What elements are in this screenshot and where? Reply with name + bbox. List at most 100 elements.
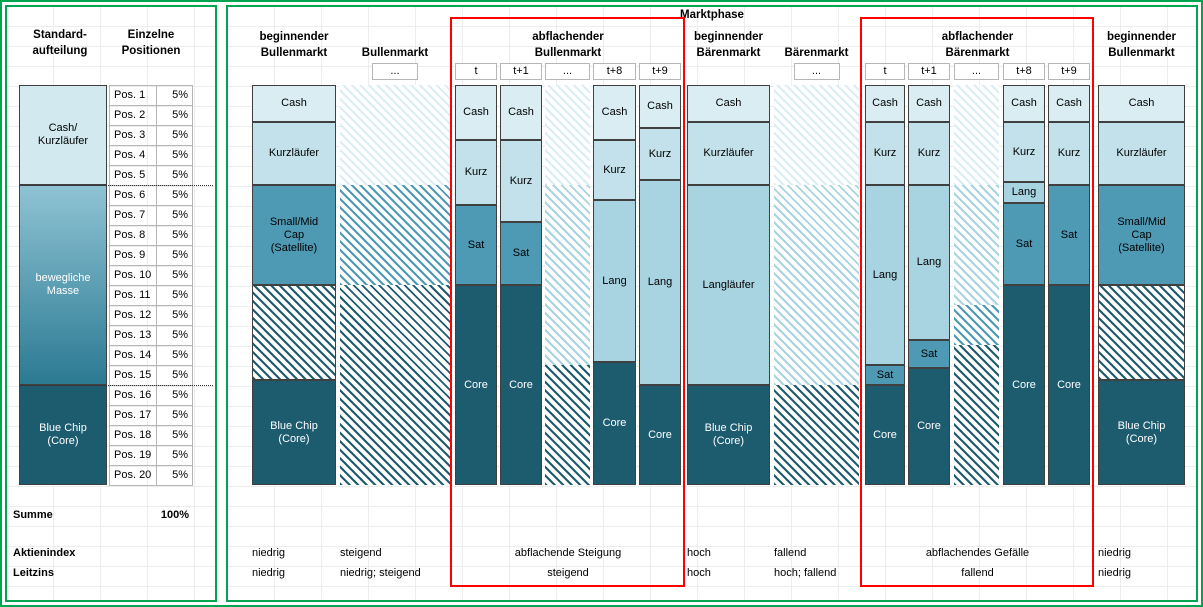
leitzins-value[interactable]: hoch — [687, 567, 711, 579]
position-cell[interactable]: Pos. 11 — [109, 285, 157, 306]
aktienindex-value[interactable]: hoch — [687, 547, 711, 559]
period-cell[interactable]: t — [455, 63, 497, 80]
position-value-cell[interactable]: 5% — [156, 425, 193, 446]
position-value-cell[interactable]: 5% — [156, 285, 193, 306]
bar-segment: Cash — [455, 85, 497, 140]
position-value-cell[interactable]: 5% — [156, 145, 193, 166]
bar-segment: Sat — [500, 222, 542, 285]
period-cell[interactable]: ... — [793, 63, 840, 80]
summe-label[interactable]: Summe — [13, 509, 53, 521]
position-cell[interactable]: Pos. 2 — [109, 105, 157, 126]
position-cell[interactable]: Pos. 9 — [109, 245, 157, 266]
bar-segment: Cash — [500, 85, 542, 140]
position-cell[interactable]: Pos. 19 — [109, 445, 157, 466]
lower-allocation-divider — [19, 385, 213, 386]
left-col2-header[interactable]: Einzelne Positionen — [121, 29, 181, 57]
position-value-cell[interactable]: 5% — [156, 445, 193, 466]
position-value-cell[interactable]: 5% — [156, 165, 193, 186]
period-cell[interactable]: t+8 — [1003, 63, 1045, 80]
position-cell[interactable]: Pos. 7 — [109, 205, 157, 226]
period-cell[interactable]: t+9 — [1048, 63, 1090, 80]
left-panel: Standard- aufteilung Einzelne Positionen… — [5, 5, 217, 602]
leitzins-value[interactable]: niedrig — [252, 567, 286, 579]
position-cell[interactable]: Pos. 6 — [109, 185, 157, 206]
bar-segment: Core — [455, 285, 497, 485]
aktienindex-value[interactable]: steigend — [340, 547, 382, 559]
phase-header[interactable]: beginnender Bullenmarkt — [1106, 31, 1176, 59]
transition-hatch — [340, 185, 450, 285]
left-col1-header[interactable]: Standard- aufteilung — [32, 29, 88, 57]
standard-bar-segment: Blue Chip (Core) — [19, 385, 107, 485]
leitzins-label[interactable]: Leitzins — [13, 567, 54, 579]
phase-header[interactable]: abflachender Bärenmarkt — [941, 31, 1014, 59]
bar-segment: Core — [908, 368, 950, 485]
position-value-cell[interactable]: 5% — [156, 305, 193, 326]
position-value-cell[interactable]: 5% — [156, 205, 193, 226]
position-value-cell[interactable]: 5% — [156, 225, 193, 246]
period-cell[interactable]: t+9 — [639, 63, 681, 80]
position-cell[interactable]: Pos. 20 — [109, 465, 157, 486]
position-value-cell[interactable]: 5% — [156, 385, 193, 406]
period-cell[interactable]: t — [865, 63, 905, 80]
position-value-cell[interactable]: 5% — [156, 325, 193, 346]
leitzins-value[interactable]: fallend — [961, 567, 994, 579]
phase-header[interactable]: beginnender Bullenmarkt — [259, 31, 329, 59]
position-cell[interactable]: Pos. 13 — [109, 325, 157, 346]
phase-header[interactable]: Bullenmarkt — [361, 47, 429, 59]
bar-segment: Kurzläufer — [252, 122, 336, 185]
leitzins-value[interactable]: niedrig — [1098, 567, 1132, 579]
leitzins-value[interactable]: steigend — [547, 567, 589, 579]
position-cell[interactable]: Pos. 10 — [109, 265, 157, 286]
summe-value[interactable]: 100% — [160, 509, 189, 521]
position-value-cell[interactable]: 5% — [156, 405, 193, 426]
position-cell[interactable]: Pos. 8 — [109, 225, 157, 246]
position-value-cell[interactable]: 5% — [156, 265, 193, 286]
period-cell[interactable]: ... — [545, 63, 590, 80]
period-cell[interactable]: t+1 — [908, 63, 950, 80]
aktienindex-value[interactable]: niedrig — [252, 547, 286, 559]
position-value-cell[interactable]: 5% — [156, 465, 193, 486]
position-cell[interactable]: Pos. 14 — [109, 345, 157, 366]
bar-segment: Sat — [1003, 203, 1045, 285]
bar-segment — [1098, 285, 1185, 380]
period-cell[interactable]: ... — [954, 63, 999, 80]
period-cell[interactable]: t+8 — [593, 63, 636, 80]
position-cell[interactable]: Pos. 17 — [109, 405, 157, 426]
aktienindex-value[interactable]: abflachendes Gefälle — [925, 547, 1030, 559]
position-cell[interactable]: Pos. 3 — [109, 125, 157, 146]
market-phase-title[interactable]: Marktphase — [680, 9, 744, 21]
aktienindex-value[interactable]: fallend — [774, 547, 807, 559]
transition-hatch — [774, 85, 859, 185]
position-cell[interactable]: Pos. 5 — [109, 165, 157, 186]
leitzins-value[interactable]: hoch; fallend — [774, 567, 837, 579]
aktienindex-value[interactable]: niedrig — [1098, 547, 1132, 559]
aktienindex-value[interactable]: abflachende Steigung — [514, 547, 622, 559]
leitzins-value[interactable]: niedrig; steigend — [340, 567, 421, 579]
position-value-cell[interactable]: 5% — [156, 345, 193, 366]
position-cell[interactable]: Pos. 16 — [109, 385, 157, 406]
bar-segment: Cash — [1003, 85, 1045, 122]
period-cell[interactable]: ... — [372, 63, 418, 80]
phase-header[interactable]: Bärenmarkt — [784, 47, 849, 59]
phase-header[interactable]: beginnender Bärenmarkt — [693, 31, 763, 59]
position-cell[interactable]: Pos. 1 — [109, 85, 157, 106]
phase-header[interactable]: abflachender Bullenmarkt — [532, 31, 604, 59]
aktienindex-label[interactable]: Aktienindex — [13, 547, 76, 559]
period-cell[interactable]: t+1 — [500, 63, 542, 80]
position-cell[interactable]: Pos. 4 — [109, 145, 157, 166]
bar-segment: Sat — [1048, 185, 1090, 285]
position-value-cell[interactable]: 5% — [156, 85, 193, 106]
bar-segment: Lang — [865, 185, 905, 365]
transition-hatch — [954, 85, 999, 185]
position-cell[interactable]: Pos. 15 — [109, 365, 157, 386]
position-cell[interactable]: Pos. 12 — [109, 305, 157, 326]
position-value-cell[interactable]: 5% — [156, 245, 193, 266]
position-value-cell[interactable]: 5% — [156, 125, 193, 146]
position-cell[interactable]: Pos. 18 — [109, 425, 157, 446]
position-value-cell[interactable]: 5% — [156, 185, 193, 206]
standard-bar-segment: bewegliche Masse — [19, 185, 107, 385]
position-value-cell[interactable]: 5% — [156, 105, 193, 126]
position-value-cell[interactable]: 5% — [156, 365, 193, 386]
bar-segment: Blue Chip (Core) — [687, 385, 770, 485]
transition-hatch — [545, 365, 590, 485]
